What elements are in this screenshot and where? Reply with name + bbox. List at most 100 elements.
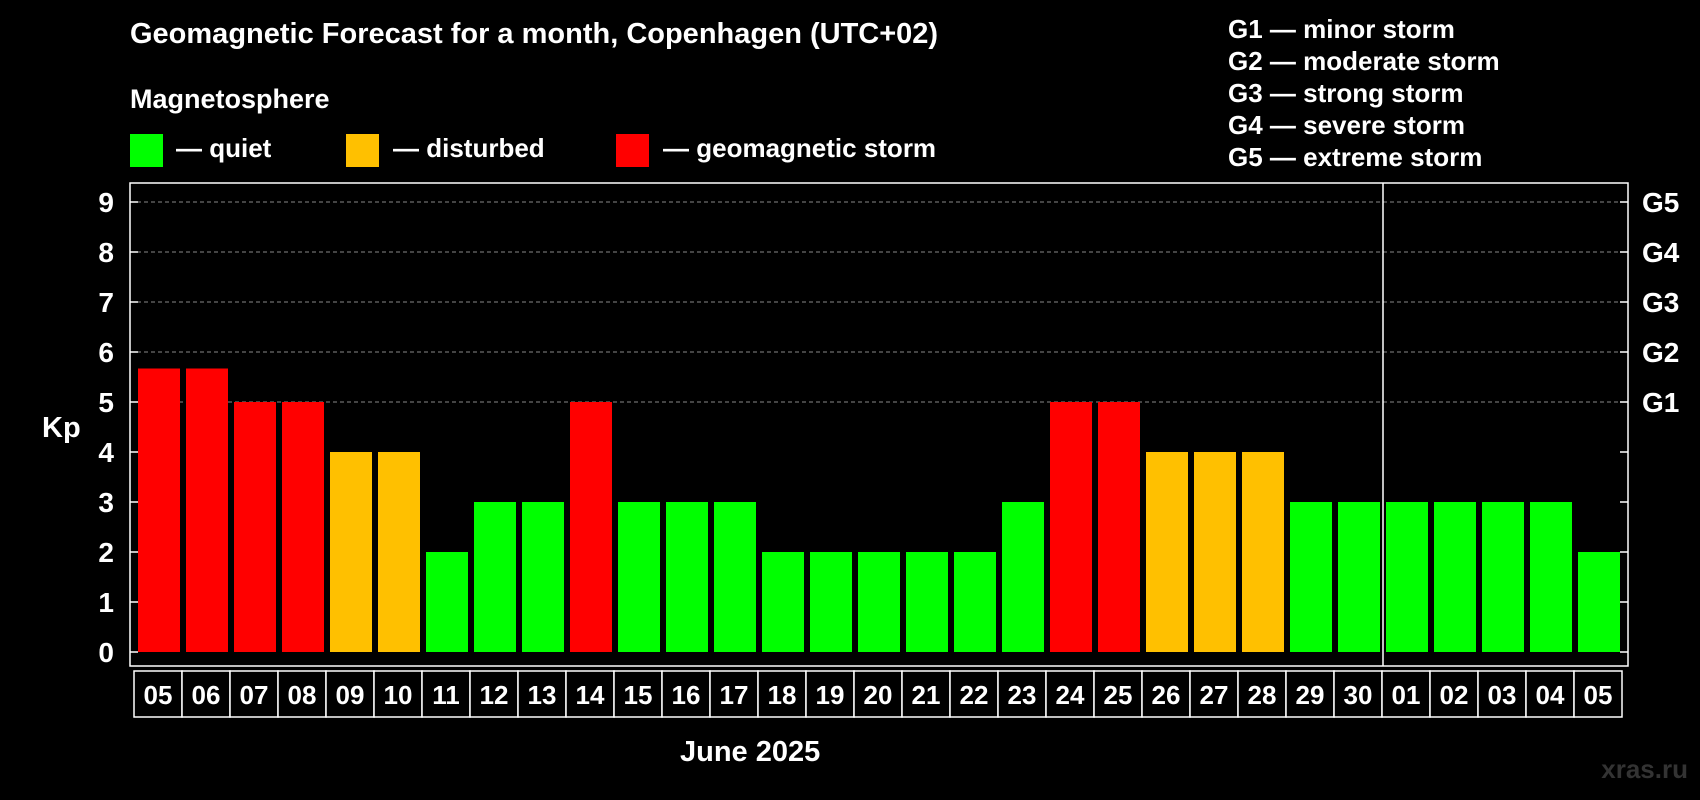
x-tick-label: 20: [864, 680, 893, 710]
g-scale-label: G5: [1642, 187, 1679, 218]
bar: [138, 368, 180, 652]
g-scale-label: G1: [1642, 387, 1679, 418]
x-category-box: [1189, 670, 1239, 718]
x-category-box: [1477, 670, 1527, 718]
bar: [810, 552, 852, 652]
x-axis-title: June 2025: [680, 736, 821, 768]
bar: [186, 368, 228, 652]
bar: [426, 552, 468, 652]
bar: [234, 402, 276, 652]
y-tick-label: 1: [98, 587, 114, 618]
x-tick-label: 09: [336, 680, 365, 710]
x-category-box: [709, 670, 759, 718]
bar: [474, 502, 516, 652]
x-category-box: [1285, 670, 1335, 718]
x-category-box: [1525, 670, 1575, 718]
bar: [1146, 452, 1188, 652]
legend-label-quiet: — quiet: [176, 133, 272, 163]
bar: [378, 452, 420, 652]
bar: [858, 552, 900, 652]
x-category-box: [1573, 670, 1623, 718]
x-category-box: [1381, 670, 1431, 718]
y-tick-label: 2: [98, 537, 114, 568]
plot-frame: [129, 182, 1629, 667]
x-category-box: [1093, 670, 1143, 718]
x-tick-label: 30: [1344, 680, 1373, 710]
bar: [954, 552, 996, 652]
y-tick-label: 6: [98, 337, 114, 368]
legend-heading: Magnetosphere: [130, 84, 330, 114]
legend-label-disturbed: — disturbed: [393, 133, 545, 163]
storm-scale-g4: G4 — severe storm: [1228, 110, 1466, 140]
g-scale-label: G3: [1642, 287, 1679, 318]
x-category-box: [1141, 670, 1191, 718]
x-tick-label: 21: [912, 680, 941, 710]
x-category-box: [853, 670, 903, 718]
x-tick-label: 26: [1152, 680, 1181, 710]
bar: [666, 502, 708, 652]
bar: [1434, 502, 1476, 652]
x-tick-label: 07: [240, 680, 269, 710]
watermark: xras.ru: [1601, 754, 1688, 784]
x-category-box: [325, 670, 375, 718]
bar: [1338, 502, 1380, 652]
bar: [522, 502, 564, 652]
x-tick-label: 05: [144, 680, 173, 710]
bar: [330, 452, 372, 652]
x-tick-label: 10: [384, 680, 413, 710]
legend-swatch-disturbed: [346, 134, 379, 167]
bar: [1386, 502, 1428, 652]
x-category-box: [1429, 670, 1479, 718]
x-tick-label: 15: [624, 680, 653, 710]
x-tick-label: 16: [672, 680, 701, 710]
g-scale-label: G2: [1642, 337, 1679, 368]
x-tick-label: 25: [1104, 680, 1133, 710]
y-tick-label: 7: [98, 287, 114, 318]
bar: [618, 502, 660, 652]
y-tick-label: 8: [98, 237, 114, 268]
storm-scale-g3: G3 — strong storm: [1228, 78, 1464, 108]
bar: [1290, 502, 1332, 652]
y-tick-label: 9: [98, 187, 114, 218]
x-tick-label: 17: [720, 680, 749, 710]
x-tick-label: 14: [576, 680, 605, 710]
storm-scale-g1: G1 — minor storm: [1228, 14, 1455, 44]
storm-scale-g2: G2 — moderate storm: [1228, 46, 1500, 76]
bar: [1194, 452, 1236, 652]
legend-swatch-storm: [616, 134, 649, 167]
x-tick-label: 05: [1584, 680, 1613, 710]
x-category-box: [277, 670, 327, 718]
bar: [762, 552, 804, 652]
x-tick-label: 18: [768, 680, 797, 710]
x-tick-label: 27: [1200, 680, 1229, 710]
g-scale-label: G4: [1642, 237, 1680, 268]
x-tick-label: 08: [288, 680, 317, 710]
bar: [1098, 402, 1140, 652]
y-tick-label: 3: [98, 487, 114, 518]
x-tick-label: 29: [1296, 680, 1325, 710]
x-category-box: [469, 670, 519, 718]
bar: [1482, 502, 1524, 652]
y-tick-label: 0: [98, 637, 114, 668]
y-tick-label: 4: [98, 437, 114, 468]
x-category-box: [613, 670, 663, 718]
bar: [1050, 402, 1092, 652]
x-tick-label: 23: [1008, 680, 1037, 710]
x-tick-label: 24: [1056, 680, 1085, 710]
x-tick-label: 06: [192, 680, 221, 710]
x-tick-label: 13: [528, 680, 557, 710]
x-tick-label: 19: [816, 680, 845, 710]
x-category-box: [421, 670, 471, 718]
x-category-box: [565, 670, 615, 718]
x-tick-label: 11: [432, 680, 460, 710]
legend-label-storm: — geomagnetic storm: [663, 133, 937, 163]
chart-title: Geomagnetic Forecast for a month, Copenh…: [130, 18, 939, 50]
x-tick-label: 22: [960, 680, 989, 710]
storm-scale-g5: G5 — extreme storm: [1228, 142, 1483, 172]
x-category-box: [805, 670, 855, 718]
x-tick-label: 12: [480, 680, 509, 710]
bar: [906, 552, 948, 652]
x-category-box: [1237, 670, 1287, 718]
bar: [1002, 502, 1044, 652]
